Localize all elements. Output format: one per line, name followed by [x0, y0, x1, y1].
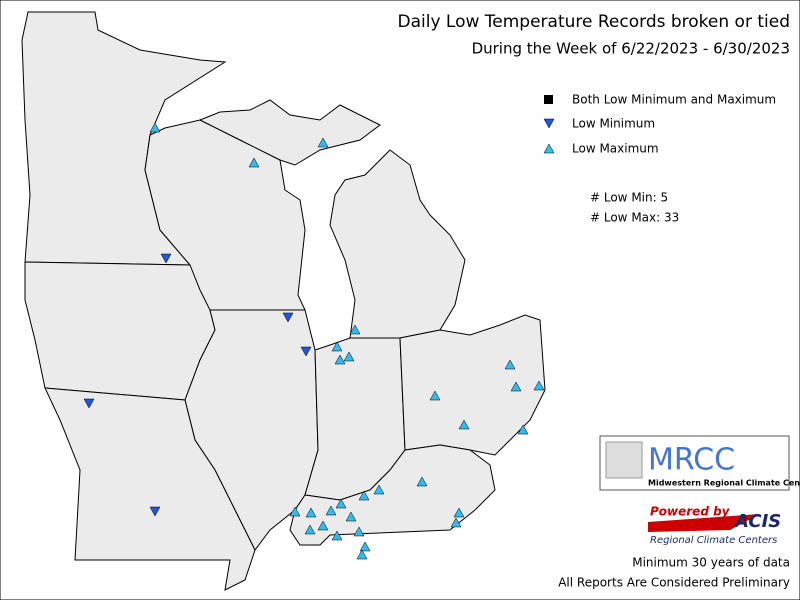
low-max-marker	[416, 476, 428, 487]
low-max-marker	[325, 505, 337, 516]
count: # Low Min: 5	[590, 191, 668, 205]
logo-text: MRCC	[648, 443, 735, 478]
low-min-marker	[282, 312, 294, 323]
low-max-marker	[335, 498, 347, 509]
low-max-marker	[453, 507, 465, 518]
acis: ACIS	[733, 511, 781, 532]
low-max-marker	[517, 424, 529, 435]
low-max-marker	[305, 507, 317, 518]
logo-icon	[605, 441, 643, 479]
low-max-marker	[334, 354, 346, 365]
low-max-marker	[289, 506, 301, 517]
acis-caption: Regional Climate Centers	[650, 535, 777, 546]
subtitle: During the Week of 6/22/2023 - 6/30/2023	[472, 40, 790, 58]
low-max-marker	[331, 530, 343, 541]
logo-caption: Midwestern Regional Climate Center	[648, 479, 800, 488]
legend-symbol	[544, 95, 553, 104]
low-max-marker	[149, 122, 161, 133]
footer-note: All Reports Are Considered Preliminary	[558, 576, 790, 590]
low-min-marker	[83, 398, 95, 409]
markers	[83, 122, 545, 560]
legend-label: Low Minimum	[572, 117, 655, 131]
low-max-marker	[504, 359, 516, 370]
acis-logo: Powered by ACIS Regional Climate Centers	[648, 505, 781, 546]
count: # Low Max: 33	[590, 211, 679, 225]
low-min-marker	[300, 346, 312, 357]
low-max-marker	[356, 549, 368, 560]
low-max-marker	[317, 520, 329, 531]
low-max-marker	[458, 419, 470, 430]
footer-note: Minimum 30 years of data	[632, 556, 790, 570]
state-ky	[289, 444, 496, 546]
state-mi-lower	[329, 149, 466, 339]
legend-symbol	[543, 118, 555, 129]
mrcc-logo: MRCC Midwestern Regional Climate Center	[599, 435, 800, 491]
legend-label: Low Maximum	[572, 142, 659, 156]
low-max-marker	[343, 351, 355, 362]
low-max-marker	[345, 511, 357, 522]
state-mo	[44, 387, 256, 591]
low-max-marker	[358, 490, 370, 501]
low-max-marker	[331, 341, 343, 352]
low-max-marker	[304, 524, 316, 535]
state-mi-upper	[198, 99, 381, 166]
legend-label: Both Low Minimum and Maximum	[572, 93, 776, 107]
low-max-marker	[353, 526, 365, 537]
low-max-marker	[359, 541, 371, 552]
states	[21, 11, 546, 591]
low-max-marker	[373, 484, 385, 495]
low-max-marker	[450, 517, 462, 528]
title: Daily Low Temperature Records broken or …	[397, 12, 790, 32]
low-max-marker	[349, 324, 361, 335]
low-max-marker	[533, 380, 545, 391]
state-ia	[24, 261, 216, 401]
low-max-marker	[510, 381, 522, 392]
powered-by: Powered by	[650, 505, 731, 519]
low-min-marker	[160, 253, 172, 264]
low-max-marker	[248, 157, 260, 168]
low-max-marker	[429, 390, 441, 401]
legend-symbol	[543, 143, 555, 154]
low-min-marker	[149, 506, 161, 517]
swoosh	[648, 514, 760, 532]
low-max-marker	[317, 137, 329, 148]
